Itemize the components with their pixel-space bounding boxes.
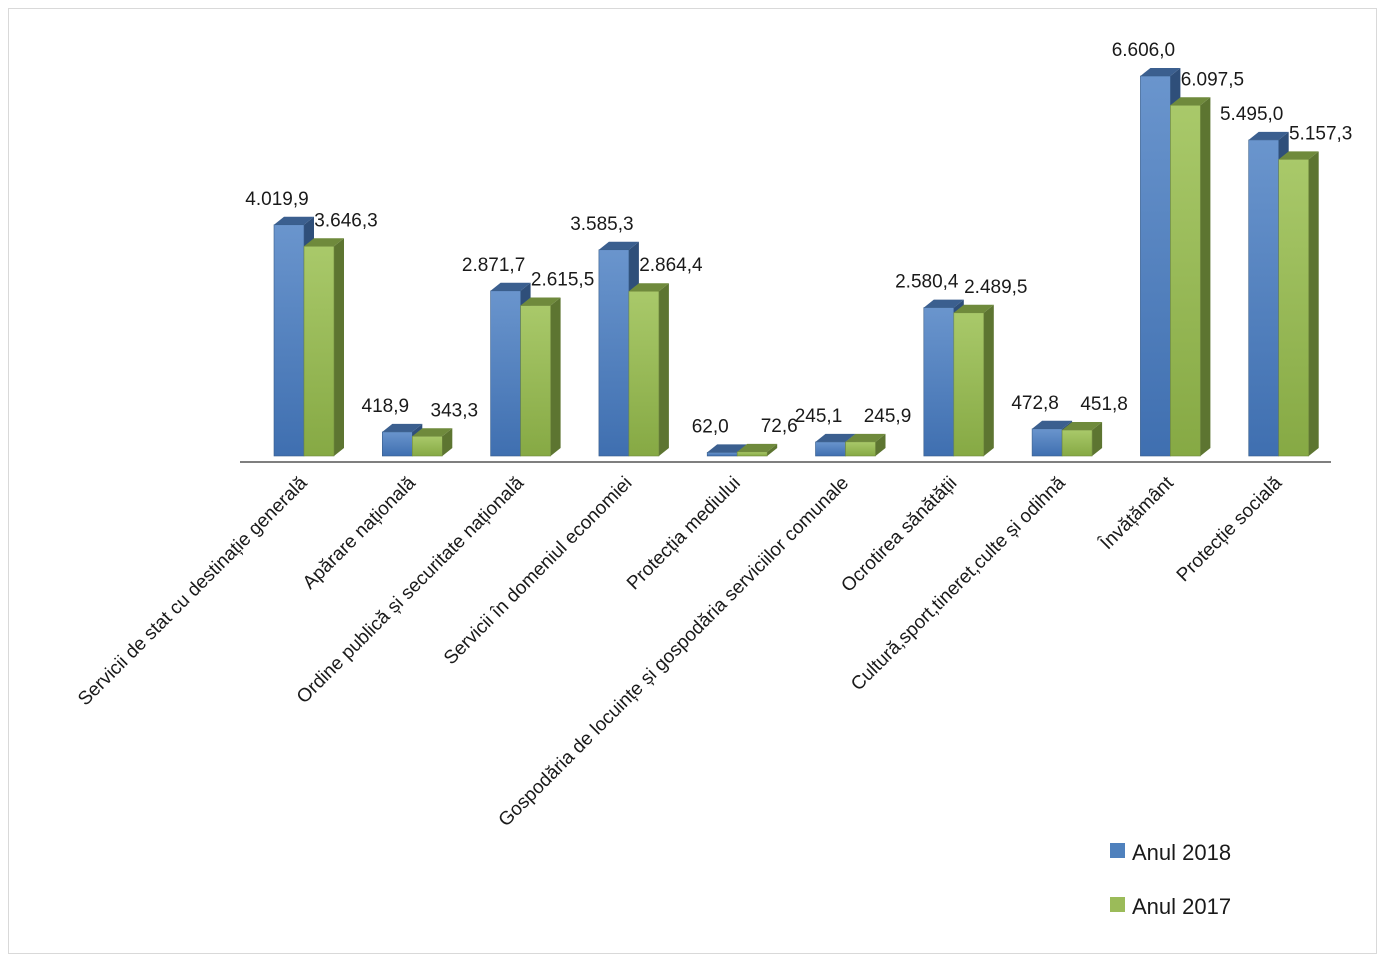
- category-label-8: Învățământ: [1095, 471, 1178, 554]
- data-label-2018-8: 6.606,0: [1112, 40, 1175, 61]
- bar-2017-3: [628, 283, 669, 457]
- data-label-2017-1: 343,3: [431, 400, 479, 421]
- data-label-2017-0: 3.646,3: [314, 210, 377, 231]
- data-labels: 4.019,9 3.646,3 418,9 343,3 2.871,7 2.615,5 3.…: [245, 40, 1352, 437]
- legend-label-2018: Anul 2018: [1132, 840, 1231, 865]
- category-label-6: Ocrotirea sănătății: [837, 473, 961, 597]
- data-label-2017-3: 2.864,4: [639, 255, 703, 276]
- data-label-2018-9: 5.495,0: [1220, 104, 1283, 125]
- data-label-2017-4: 72,6: [761, 416, 798, 437]
- bar-2017-4: [736, 443, 778, 457]
- data-label-2018-0: 4.019,9: [245, 189, 308, 210]
- legend: Anul 2018 Anul 2017: [1110, 840, 1231, 919]
- legend-swatch-2017: [1110, 897, 1125, 912]
- category-label-7: Cultură,sport,tineret,culte și odihnă: [847, 472, 1070, 695]
- data-label-2017-9: 5.157,3: [1289, 123, 1352, 144]
- bar-2017-9: [1278, 151, 1319, 457]
- data-label-2018-1: 418,9: [362, 396, 410, 417]
- bars: [273, 68, 1319, 457]
- category-label-9: Protecție socială: [1173, 472, 1287, 586]
- data-label-2017-7: 451,8: [1080, 394, 1128, 415]
- data-label-2017-8: 6.097,5: [1181, 69, 1244, 90]
- category-label-4: Protecția mediului: [623, 473, 745, 595]
- legend-label-2017: Anul 2017: [1132, 894, 1231, 919]
- data-label-2018-4: 62,0: [692, 416, 729, 437]
- category-label-2: Ordine publică și securitate națională: [293, 472, 528, 707]
- category-label-5: Gospodăria de locuințe și gospodăria ser…: [495, 473, 853, 831]
- bar-2017-5: [845, 433, 886, 457]
- data-label-2018-3: 3.585,3: [570, 214, 633, 235]
- category-labels: Servicii de stat cu destinație generalăA…: [74, 471, 1286, 831]
- bar-2017-1: [411, 428, 453, 457]
- data-label-2018-7: 472,8: [1011, 393, 1059, 414]
- data-label-2018-6: 2.580,4: [895, 272, 959, 293]
- category-label-3: Servicii în domeniul economiei: [440, 473, 636, 669]
- data-label-2017-6: 2.489,5: [964, 277, 1027, 298]
- bar-2017-8: [1170, 97, 1211, 457]
- bar-2017-0: [303, 238, 344, 457]
- data-label-2018-5: 245,1: [795, 406, 843, 427]
- data-label-2017-5: 245,9: [864, 406, 912, 427]
- bar-2017-2: [520, 297, 561, 457]
- bar-2017-6: [953, 304, 994, 457]
- legend-swatch-2018: [1110, 843, 1125, 858]
- data-label-2017-2: 2.615,5: [531, 270, 594, 291]
- data-label-2018-2: 2.871,7: [462, 255, 525, 276]
- category-label-1: Apărare națională: [299, 472, 420, 593]
- category-label-0: Servicii de stat cu destinație generală: [74, 472, 312, 710]
- bar-2017-7: [1061, 422, 1103, 457]
